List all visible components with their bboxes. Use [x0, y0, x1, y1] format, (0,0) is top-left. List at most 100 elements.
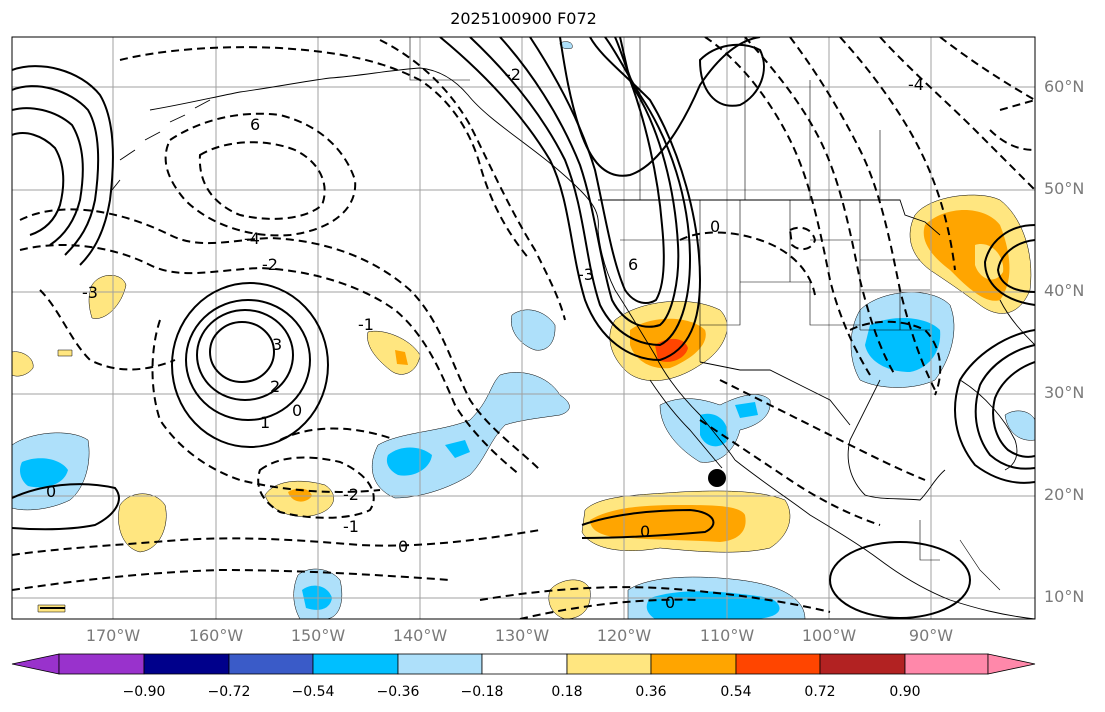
- contour-neg-8: [379, 39, 566, 321]
- shade-pos-bajacal-core: [655, 338, 688, 362]
- contour-neg-17: [789, 37, 936, 391]
- contour-label: 0: [710, 217, 720, 236]
- contour-label: 0: [640, 522, 650, 541]
- contour-neg-25: [849, 320, 942, 396]
- lon-label: 110°W: [699, 626, 755, 645]
- contour-pos-ring4: [171, 282, 329, 448]
- contour-pos-east2: [974, 344, 1035, 470]
- colorbar-tick: −0.36: [376, 684, 420, 700]
- lon-label: 140°W: [392, 626, 448, 645]
- map-frame: [11, 36, 1036, 620]
- colorbar-bin: [143, 653, 230, 675]
- colorbar-tick: 0.90: [889, 684, 921, 700]
- contour-label: -4: [908, 75, 924, 94]
- contour-pos-east1: [954, 329, 1035, 484]
- contour-pos-ridge2: [698, 43, 765, 107]
- colorbar-tick: −0.18: [460, 684, 504, 700]
- shade-neg-texas-core: [865, 318, 941, 372]
- colorbar-bin: [819, 653, 906, 675]
- contour-label: -1: [358, 315, 374, 334]
- coast-east: [999, 299, 1035, 346]
- contour-neg-9: [12, 529, 541, 556]
- colorbar-bin: [397, 653, 483, 675]
- contour-pos-east4: [983, 224, 1035, 306]
- contour-pos-trough2: [469, 37, 692, 347]
- contour-labels: -4 -2 -3 3 2 1 0 -2 -1 0 6 6 0 0 -1 -2 -…: [46, 65, 924, 612]
- lon-label: 90°W: [908, 626, 954, 645]
- lon-label: 120°W: [596, 626, 652, 645]
- shade-pos-greatlakes-light: [975, 244, 1004, 280]
- contour-neg-2: [19, 244, 521, 476]
- colorbar: [11, 653, 1036, 675]
- contour-pos-ring2: [196, 309, 294, 401]
- coast-alaska: [149, 67, 736, 461]
- colorbar-bin: [228, 653, 314, 675]
- contour-neg-12: [279, 427, 391, 441]
- contour-neg-1: [19, 208, 541, 471]
- colorbar-tick: 0.72: [804, 684, 836, 700]
- colorbar-tick: −0.72: [207, 684, 251, 700]
- point-marker: [708, 469, 726, 487]
- contour-neg-18: [839, 37, 956, 271]
- border-us-mexico: [699, 361, 851, 426]
- shading-layer: [12, 41, 1035, 619]
- contour-label: 1: [260, 413, 270, 432]
- shade-neg-bigband-core: [386, 447, 432, 476]
- colorbar-bin: [735, 653, 821, 675]
- colorbar-bin: [481, 653, 568, 675]
- contour-neg-4: [151, 319, 381, 493]
- lat-label: 30°N: [1044, 383, 1085, 402]
- colorbar-tick: 0.36: [635, 684, 667, 700]
- contour-neg-7: [119, 46, 531, 261]
- contour-pos-nw2: [12, 85, 100, 256]
- contour-pos-nw1: [12, 65, 114, 266]
- coast-mexico: [734, 459, 1035, 619]
- contour-pos-ring3: [185, 299, 311, 421]
- shade-pos-center-core: [395, 350, 408, 365]
- contour-neg-11: [257, 456, 375, 519]
- coast-aleutians: [111, 99, 211, 191]
- contour-pos-trough1: [439, 37, 702, 362]
- lon-label: 150°W: [290, 626, 346, 645]
- contour-label: 0: [292, 401, 302, 420]
- canada-provinces: [409, 37, 881, 200]
- contour-neg-13: [479, 586, 831, 613]
- coastlines: [111, 37, 1035, 619]
- lon-label: 100°W: [801, 626, 857, 645]
- contour-neg-5: [164, 112, 357, 237]
- lat-label: 50°N: [1044, 179, 1085, 198]
- contour-neg-10: [12, 568, 451, 591]
- contour-pos-ring1: [209, 321, 275, 383]
- shade-pos-left4: [57, 349, 73, 357]
- contour-pos-ridge: [559, 37, 761, 177]
- contour-pos-sw: [12, 483, 120, 531]
- contour-neg-26: [989, 99, 1035, 151]
- colorbar-bin: [650, 653, 737, 675]
- contour-neg-6: [198, 141, 326, 220]
- colorbar-tick: −0.90: [122, 684, 166, 700]
- contour-label: -1: [343, 517, 359, 536]
- contour-label: -2: [343, 485, 359, 504]
- shade-pos-midpac-core: [288, 488, 312, 502]
- shade-neg-west-core: [20, 458, 68, 488]
- map-title: 2025100900 F072: [450, 9, 597, 28]
- lon-label: 130°W: [494, 626, 550, 645]
- contours-positive: [12, 37, 1035, 619]
- contour-neg-3: [39, 289, 176, 371]
- colorbar-max-extend: [987, 653, 1036, 675]
- contour-label: 0: [665, 593, 675, 612]
- colorbar-tick: 0.54: [720, 684, 752, 700]
- contours-negative: [12, 37, 1035, 619]
- contour-neg-19: [879, 37, 1035, 191]
- coast-florida: [959, 379, 1018, 471]
- colorbar-bin: [312, 653, 399, 675]
- contour-label: 0: [398, 537, 408, 556]
- border-canada-us: [598, 199, 941, 236]
- contour-neg-22: [719, 379, 926, 481]
- contour-label: 6: [628, 255, 638, 274]
- shade-pos-left2: [88, 275, 127, 319]
- coast-gulf: [847, 379, 946, 501]
- lat-label: 10°N: [1044, 587, 1085, 606]
- contour-neg-24: [788, 226, 817, 251]
